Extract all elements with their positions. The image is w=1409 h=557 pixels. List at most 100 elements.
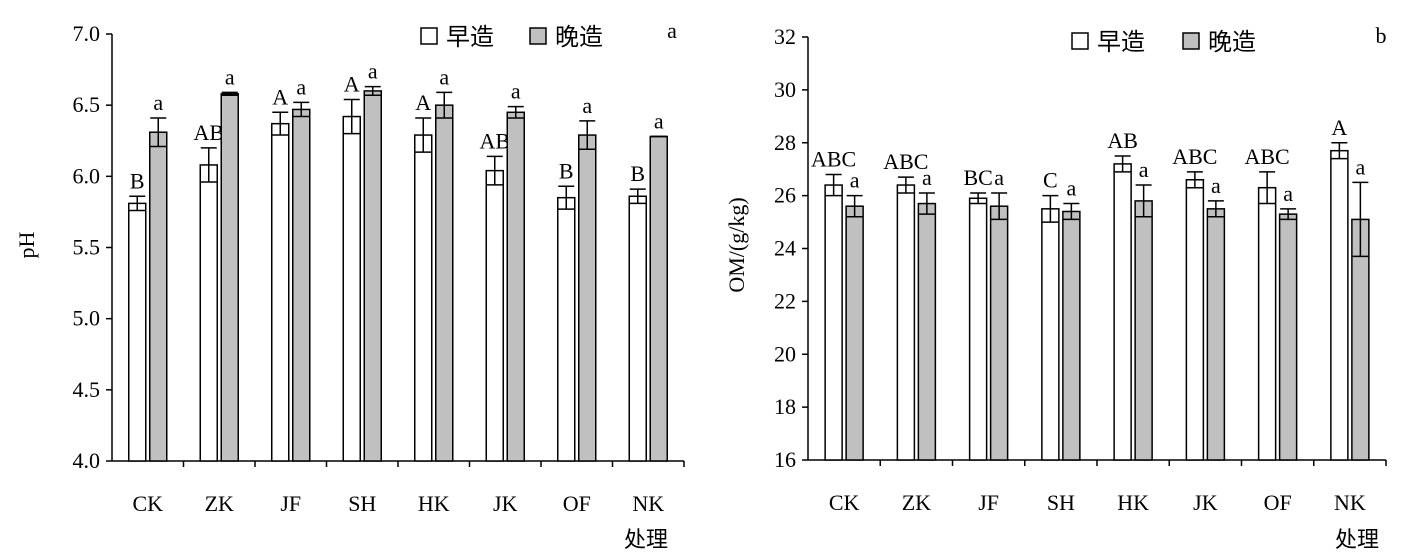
significance-letter: A [1331,115,1347,140]
bar-early [557,196,576,462]
bar-late [292,108,311,462]
x-tick-label: JK [1193,490,1218,515]
legend-swatch-late [1182,32,1200,50]
bar-early [628,195,647,462]
significance-letter: B [630,161,645,186]
significance-letter: A [272,84,288,109]
y-tick-label: 6.0 [73,163,101,188]
bar-early [271,122,290,462]
bar-early [342,115,361,462]
significance-letter: a [1283,181,1293,206]
y-tick-label: 32 [774,24,796,49]
legend-label-early: 早造 [1097,29,1145,56]
bar-late [149,131,168,462]
significance-letter: a [1066,176,1076,201]
significance-letter: ABC [811,146,856,171]
bar-early [485,169,504,462]
chart-panel-a: pH 处理 a 早造 晚造 4.0 4.5 5.0 5.5 6.0 6.5 7.0 CK Ba Z… [14,18,685,552]
bar-late [845,205,864,461]
significance-letter: a [1211,173,1221,198]
bar-late [917,202,937,461]
legend: 早造 晚造 [1071,29,1256,56]
significance-letter: a [1139,157,1149,182]
bar-late [1134,200,1153,461]
legend-swatch-early [420,27,438,45]
y-tick-label: 30 [774,77,796,102]
legend-swatch-late [529,27,547,45]
y-tick-label: 16 [774,447,796,472]
significance-letter: a [439,64,449,89]
x-tick-label: SH [1047,490,1075,515]
x-tick-label: JK [493,491,518,516]
y-tick-label: 6.5 [73,92,101,117]
x-tick-label: HK [418,491,450,516]
significance-letter: a [153,90,163,115]
bar-early [896,184,916,461]
significance-letter: a [922,165,932,190]
legend-label-late: 晚造 [1208,29,1256,56]
panel-label: b [1376,23,1387,48]
significance-letter: a [368,59,378,84]
significance-letter: AB [479,128,510,153]
significance-letter: a [296,74,306,99]
bar-late [989,205,1009,461]
y-tick-label: 24 [774,236,796,261]
significance-letter: A [415,90,431,115]
x-tick-label: CK [829,490,860,515]
legend: 早造 晚造 [420,24,603,51]
bar-late [649,135,668,462]
significance-letter: A [344,71,360,96]
y-tick-label: 26 [774,183,796,208]
bar-late [363,90,382,462]
bar-early [1257,186,1277,461]
bar-late [1278,213,1298,461]
significance-letter: ABC [1172,144,1217,169]
legend-label-late: 晚造 [555,24,603,51]
significance-letter: a [850,168,860,193]
y-tick-label: 20 [774,341,796,366]
legend-label-early: 早造 [446,24,494,51]
significance-letter: ABC [1245,144,1290,169]
significance-letter: ABC [883,149,928,174]
bar-early [128,202,147,462]
y-tick-label: 5.0 [73,306,101,331]
y-tick-label: 28 [774,130,796,155]
significance-letter: AB [1107,128,1138,153]
legend-swatch-early [1071,32,1089,50]
bar-early [414,134,433,462]
x-tick-label: NK [1334,490,1366,515]
bar-early [824,184,843,461]
bar-late [506,111,525,462]
bar-early [199,164,218,462]
significance-letter: B [559,158,574,183]
significance-letter: a [511,79,521,104]
significance-letter: AB [193,120,224,145]
significance-letter: a [654,108,664,133]
x-tick-label: JF [978,490,999,515]
x-tick-label: HK [1117,490,1149,515]
y-tick-label: 22 [774,288,796,313]
significance-letter: BC [963,165,992,190]
significance-letter: B [130,168,145,193]
significance-letter: a [582,93,592,118]
x-axis-label: 处理 [1335,527,1379,552]
bar-early [1330,149,1349,461]
x-tick-label: ZK [902,490,931,515]
y-tick-label: 5.5 [73,235,101,260]
significance-letter: a [225,64,235,89]
y-tick-label: 18 [774,394,796,419]
y-tick-label: 7.0 [73,21,101,46]
panel-label: a [667,18,677,43]
bar-late [1206,208,1226,461]
bar-early [968,197,988,461]
significance-letter: a [1355,154,1365,179]
bar-early [1041,208,1060,461]
x-tick-label: NK [632,491,664,516]
y-tick-label: 4.5 [73,377,101,402]
x-tick-label: ZK [205,491,234,516]
x-tick-label: SH [348,491,376,516]
y-axis-label: OM/(g/kg) [724,197,749,292]
x-tick-label: CK [132,491,163,516]
significance-letter: C [1043,168,1058,193]
